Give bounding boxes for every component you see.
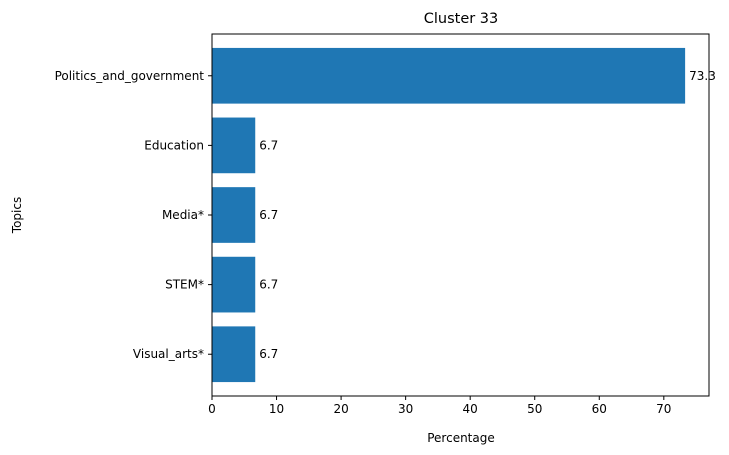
bar-visual-arts xyxy=(212,326,256,383)
y-tick-label-stem: STEM* xyxy=(165,278,204,292)
bar-education xyxy=(212,117,256,174)
bar-media xyxy=(212,187,256,243)
x-axis-title: Percentage xyxy=(427,431,495,445)
bar-politics-and-government xyxy=(212,47,686,104)
data-label-media: 6.7 xyxy=(259,208,278,222)
chart-title: Cluster 33 xyxy=(424,11,499,27)
y-tick-label-media: Media* xyxy=(162,208,204,222)
x-tick-label: 20 xyxy=(333,402,348,416)
y-axis-title: Topics xyxy=(10,197,24,234)
y-tick-label-education: Education xyxy=(144,138,204,152)
x-tick-label: 10 xyxy=(269,402,284,416)
bar-stem xyxy=(212,256,256,313)
bars-group: 73.3 6.7 6.7 6.7 6.7 xyxy=(212,47,716,383)
x-tick-label: 70 xyxy=(656,402,671,416)
data-label-education: 6.7 xyxy=(259,138,278,152)
data-label-visual-arts: 6.7 xyxy=(259,347,278,361)
x-tick-label: 50 xyxy=(527,402,542,416)
x-tick-label: 40 xyxy=(463,402,478,416)
data-label-politics-and-government: 73.3 xyxy=(689,69,716,83)
y-tick-label-politics-and-government: Politics_and_government xyxy=(55,69,205,83)
plot-frame xyxy=(211,33,710,397)
x-tick-label: 30 xyxy=(398,402,413,416)
x-tick-label: 60 xyxy=(592,402,607,416)
ticks-group: Politics_and_government Education Media* ST… xyxy=(55,69,672,416)
data-label-stem: 6.7 xyxy=(259,278,278,292)
y-tick-label-visual-arts: Visual_arts* xyxy=(133,347,204,361)
x-tick-label: 0 xyxy=(208,402,216,416)
